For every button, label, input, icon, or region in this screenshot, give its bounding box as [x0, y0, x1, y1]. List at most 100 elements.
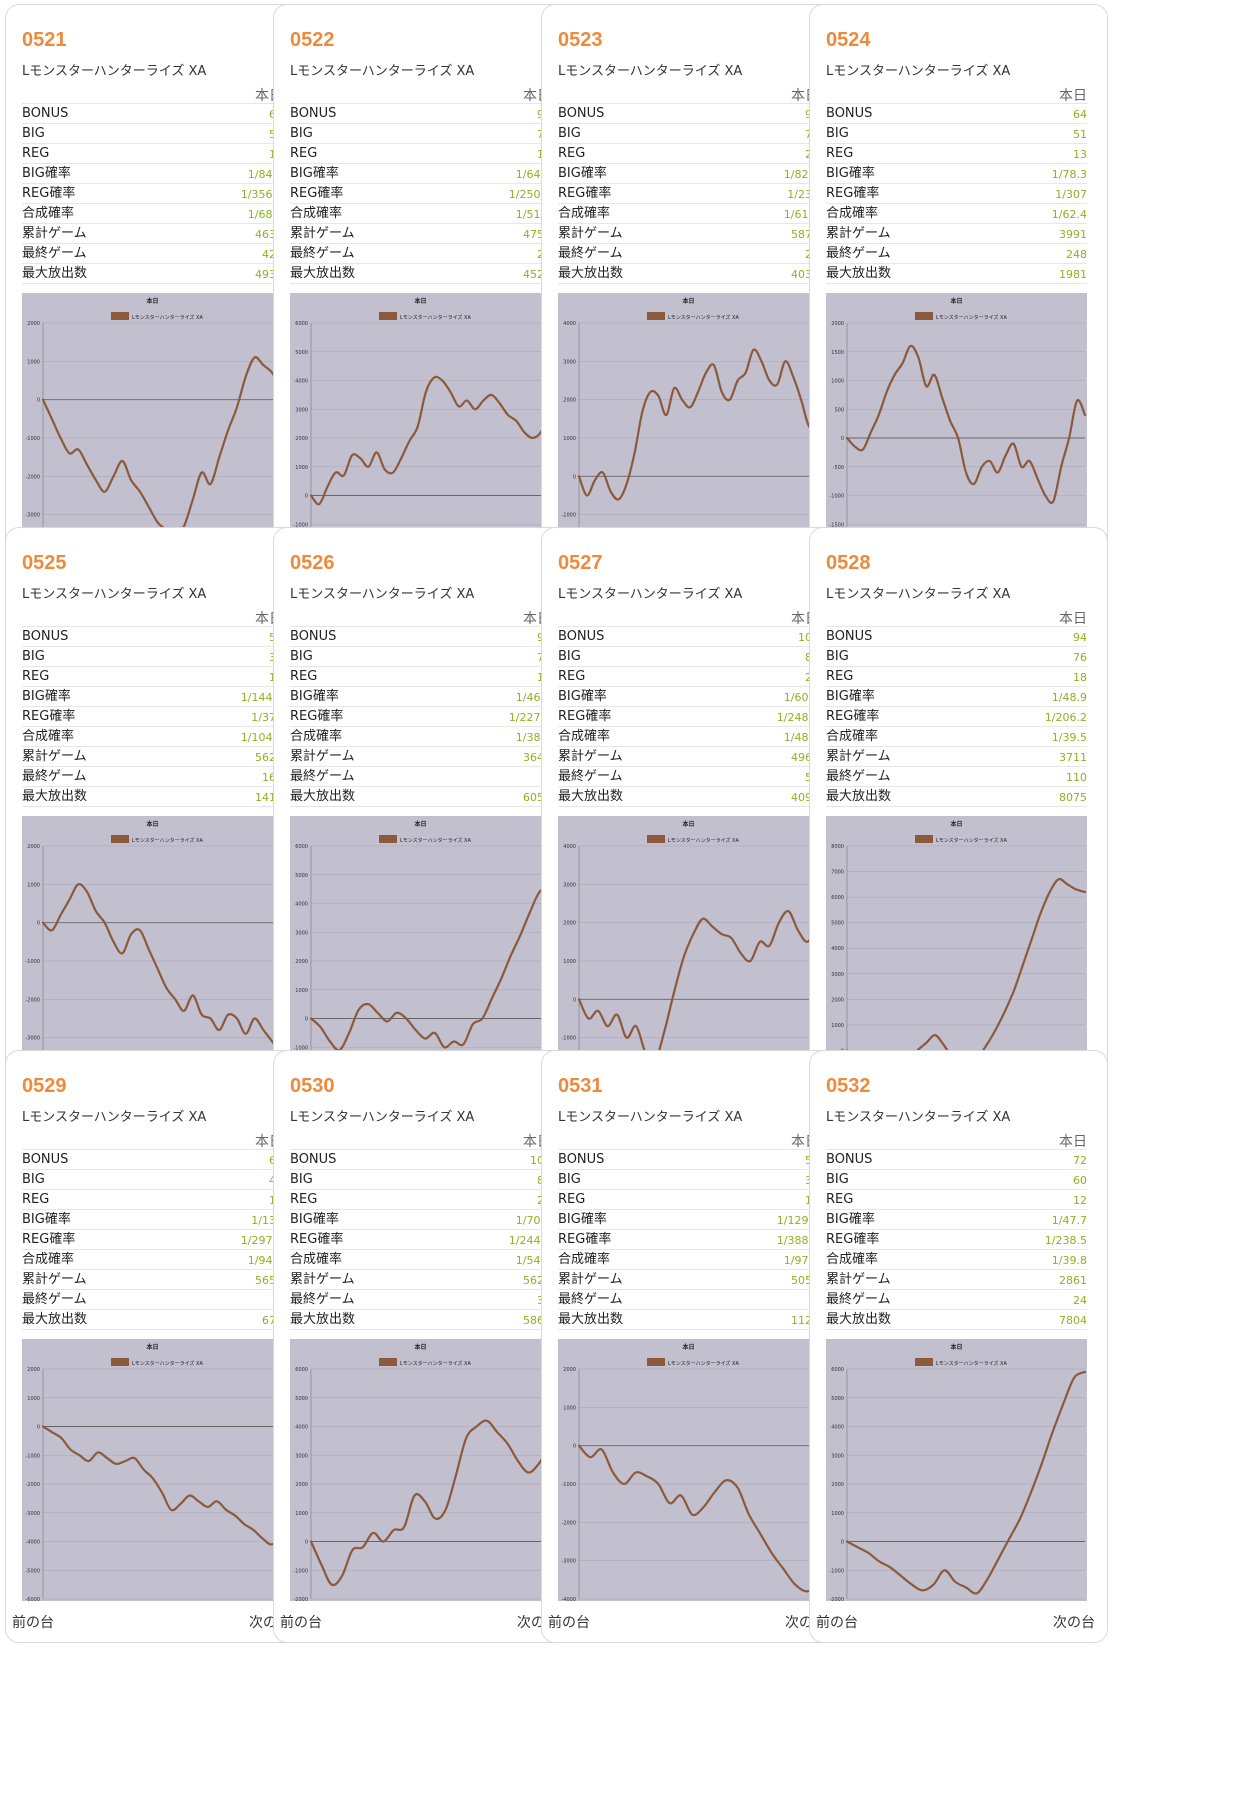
next-machine-link[interactable]: 次の台: [1053, 1615, 1095, 1631]
stats-row: 合成確率 1/94.3: [22, 1250, 283, 1270]
stats-row: 合成確率 1/51.1: [290, 204, 551, 224]
stat-label: BIG確率: [290, 166, 339, 181]
stats-row: BONUS 94: [826, 627, 1087, 647]
y-tick-label: 6000: [295, 1367, 308, 1373]
stats-row: BONUS60: [22, 1150, 283, 1170]
y-tick-label: -2000: [25, 997, 40, 1003]
machine-number[interactable]: 0522: [290, 29, 335, 51]
y-tick-label: -2000: [25, 474, 40, 480]
stat-label: REG確率: [558, 1232, 612, 1247]
prev-machine-link[interactable]: 前の台: [12, 1615, 54, 1631]
y-tick-label: -1000: [293, 1568, 308, 1574]
stats-row: BIG82: [558, 647, 819, 667]
stats-row: 累計ゲーム 2861: [826, 1270, 1087, 1290]
machine-number[interactable]: 0531: [558, 1075, 603, 1097]
stat-label: BIG確率: [826, 166, 875, 181]
y-tick-label: -4000: [25, 1540, 40, 1546]
stat-label: BONUS: [826, 1152, 873, 1167]
stat-label: REG: [22, 669, 50, 684]
stat-label: 合成確率: [290, 1252, 343, 1267]
stat-label: 最終ゲーム: [290, 1292, 355, 1307]
stats-row: REG19: [290, 144, 551, 164]
prev-machine-link[interactable]: 前の台: [280, 1615, 322, 1631]
stat-value: 1/388.6: [776, 1234, 819, 1247]
stats-row: 最終ゲーム5: [22, 1290, 283, 1310]
machine-number[interactable]: 0532: [826, 1075, 871, 1097]
stats-row: REG確率 1/250.1: [290, 184, 551, 204]
stat-label: 最大放出数: [290, 1312, 356, 1327]
machine-model: Lモンスターハンターライズ XA: [22, 1110, 207, 1125]
machine-number[interactable]: 0525: [22, 552, 67, 574]
prev-machine-link[interactable]: 前の台: [548, 1615, 590, 1631]
machine-number[interactable]: 0529: [22, 1075, 67, 1097]
prev-machine-link[interactable]: 前の台: [816, 1615, 858, 1631]
stat-label: 最大放出数: [826, 1312, 892, 1327]
stats-row: REG確率 1/238.5: [826, 1230, 1087, 1250]
stat-value: 7804: [1059, 1314, 1087, 1327]
chart-background: [826, 816, 1087, 1078]
stats-row: BONUS52: [558, 1150, 819, 1170]
y-tick-label: 2000: [831, 1482, 844, 1488]
stat-value: 94: [1073, 631, 1087, 644]
chart-background: [22, 293, 283, 555]
stats-row: REG確率 1/244.8: [290, 1230, 551, 1250]
stat-label: BIG確率: [558, 689, 607, 704]
stat-label: BONUS: [22, 1152, 69, 1167]
stat-label: BONUS: [826, 106, 873, 121]
y-tick-label: 1000: [27, 882, 40, 888]
y-tick-label: 6000: [831, 895, 844, 901]
y-tick-label: 5000: [295, 350, 308, 356]
y-tick-label: 2000: [295, 436, 308, 442]
stats-table: BONUS102BIG82REG20BIG確率1/60.6 REG確率 1/248.…: [558, 626, 819, 807]
y-tick-label: -6000: [25, 1597, 40, 1601]
slump-chart: 本日 Lモンスターハンターライズ XA 4000 3000 2000 1000 0 -1000…: [558, 293, 819, 555]
y-tick-label: 2000: [563, 398, 576, 404]
machine-number[interactable]: 0524: [826, 29, 871, 51]
stats-row: 累計ゲーム 3991: [826, 224, 1087, 244]
stats-row: 合成確率 1/54.7: [290, 1250, 551, 1270]
machine-number[interactable]: 0521: [22, 29, 67, 51]
y-tick-label: 2000: [27, 1367, 40, 1373]
chart-title: 本日: [146, 820, 158, 828]
machine-number[interactable]: 0527: [558, 552, 603, 574]
stat-value: 1/39.8: [1051, 1254, 1087, 1267]
slump-chart: 本日 Lモンスターハンターライズ XA 6000 5000 4000 3000 2000 10…: [826, 1339, 1087, 1601]
legend-label: Lモンスターハンターライズ XA: [132, 1360, 203, 1367]
y-tick-label: 1000: [563, 1405, 576, 1411]
stat-label: REG確率: [290, 709, 344, 724]
y-tick-label: -1000: [561, 513, 576, 519]
stat-label: 累計ゲーム: [290, 226, 355, 241]
chart-background: [290, 1339, 551, 1601]
stat-label: 最終ゲーム: [22, 769, 87, 784]
stats-table: BONUS103BIG80REG23BIG確率1/70.4 REG確率 1/244.…: [290, 1149, 551, 1330]
machine-number[interactable]: 0526: [290, 552, 335, 574]
machine-number[interactable]: 0523: [558, 29, 603, 51]
machine-model: Lモンスターハンターライズ XA: [290, 587, 475, 602]
y-tick-label: 5000: [831, 921, 844, 927]
y-tick-label: -2000: [561, 1520, 576, 1526]
chart-background: [826, 293, 1087, 555]
legend-swatch: [379, 835, 397, 843]
machine-number[interactable]: 0530: [290, 1075, 335, 1097]
machine-number[interactable]: 0528: [826, 552, 871, 574]
y-tick-label: -1500: [829, 522, 844, 528]
stats-row: BIG確率 1/70.4: [290, 1210, 551, 1230]
y-tick-label: 4000: [295, 379, 308, 385]
chart-title: 本日: [146, 1343, 158, 1351]
y-tick-label: -1000: [25, 1453, 40, 1459]
stats-row: BONUS 72: [826, 1150, 1087, 1170]
stat-label: 合成確率: [558, 1252, 611, 1267]
stat-label: 合成確率: [22, 206, 75, 221]
stat-value: 64: [1073, 108, 1087, 121]
stat-value: 60: [1073, 1174, 1087, 1187]
stats-row: BONUS54: [22, 627, 283, 647]
stat-label: BIG確率: [826, 689, 875, 704]
y-tick-label: 4000: [563, 321, 576, 327]
legend-swatch: [647, 1358, 665, 1366]
stats-row: BIG39: [22, 647, 283, 667]
y-tick-label: 0: [37, 1425, 40, 1431]
chart-background: [22, 1339, 283, 1601]
